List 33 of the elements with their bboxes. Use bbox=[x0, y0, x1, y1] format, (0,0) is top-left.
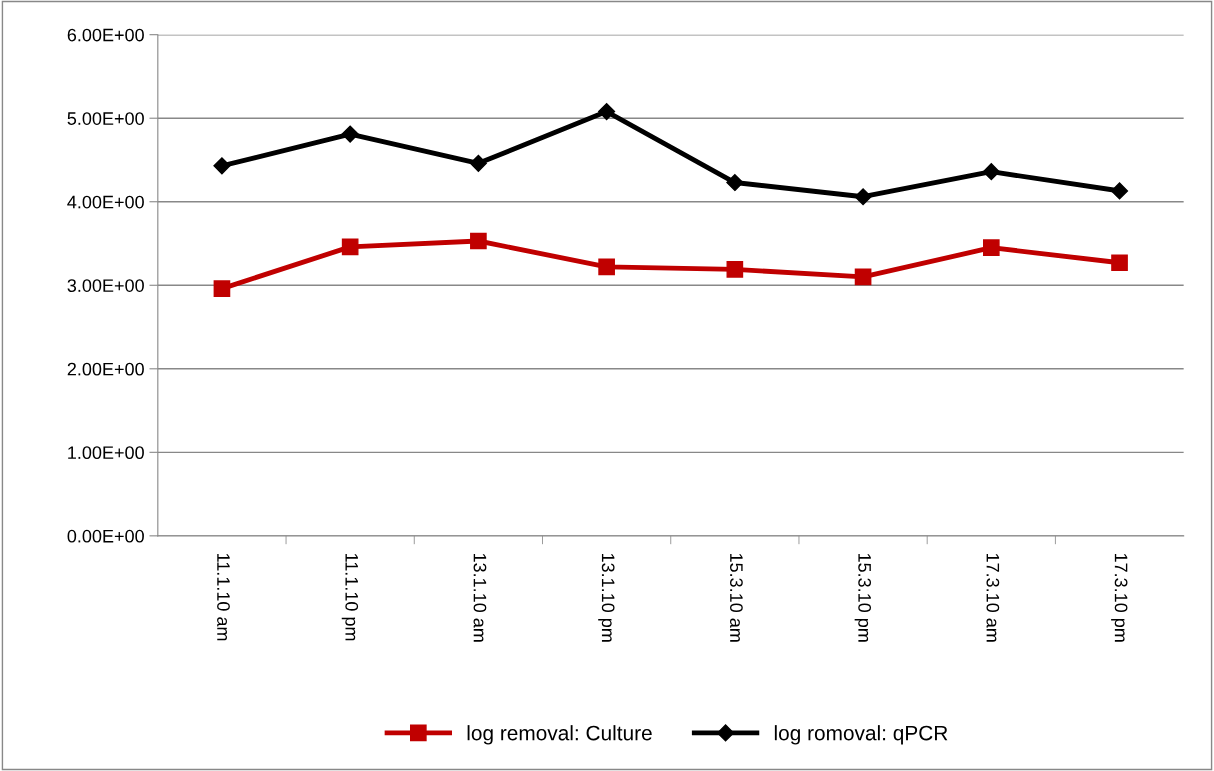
legend-label: log removal: Culture bbox=[467, 725, 652, 745]
y-tick-label: 3.00E+00 bbox=[67, 279, 144, 292]
y-tick-label: 1.00E+00 bbox=[68, 446, 144, 460]
y-tick-label: 2.00E+00 bbox=[67, 362, 144, 376]
y-tick-label: 0.00E+00 bbox=[67, 529, 144, 543]
point bbox=[726, 173, 744, 192]
x-tick-label: 11.1.10 pm bbox=[341, 553, 359, 641]
x-tick-label: 15.3.10 am bbox=[730, 553, 743, 642]
legend-label: log romoval: qPCR bbox=[774, 725, 948, 745]
point bbox=[854, 188, 872, 206]
point bbox=[469, 154, 487, 172]
point bbox=[470, 232, 487, 250]
x-tick-label: 17.3.10 pm bbox=[1111, 553, 1128, 642]
point bbox=[1110, 182, 1129, 200]
point bbox=[726, 261, 744, 278]
point bbox=[854, 268, 872, 286]
x-tick-label: 11.1.10 am bbox=[217, 553, 230, 641]
y-tick-label: 4.00E+00 bbox=[67, 195, 144, 209]
point bbox=[341, 125, 359, 143]
point bbox=[213, 157, 231, 175]
point bbox=[1111, 254, 1128, 272]
x-tick-label: 15.3.10 pm bbox=[854, 553, 872, 642]
point bbox=[598, 258, 615, 276]
point bbox=[982, 239, 1000, 257]
x-tick-label: 13.1.10 pm bbox=[598, 553, 615, 642]
point bbox=[982, 163, 1000, 181]
point bbox=[598, 102, 616, 121]
point bbox=[341, 238, 359, 256]
y-tick-label: 6.00E+00 bbox=[67, 28, 144, 42]
point bbox=[213, 280, 231, 297]
x-tick-label: 13.1.10 am bbox=[473, 553, 487, 642]
x-tick-label: 17.3.10 am bbox=[986, 553, 1000, 642]
y-tick-label: 5.00E+00 bbox=[67, 112, 144, 125]
